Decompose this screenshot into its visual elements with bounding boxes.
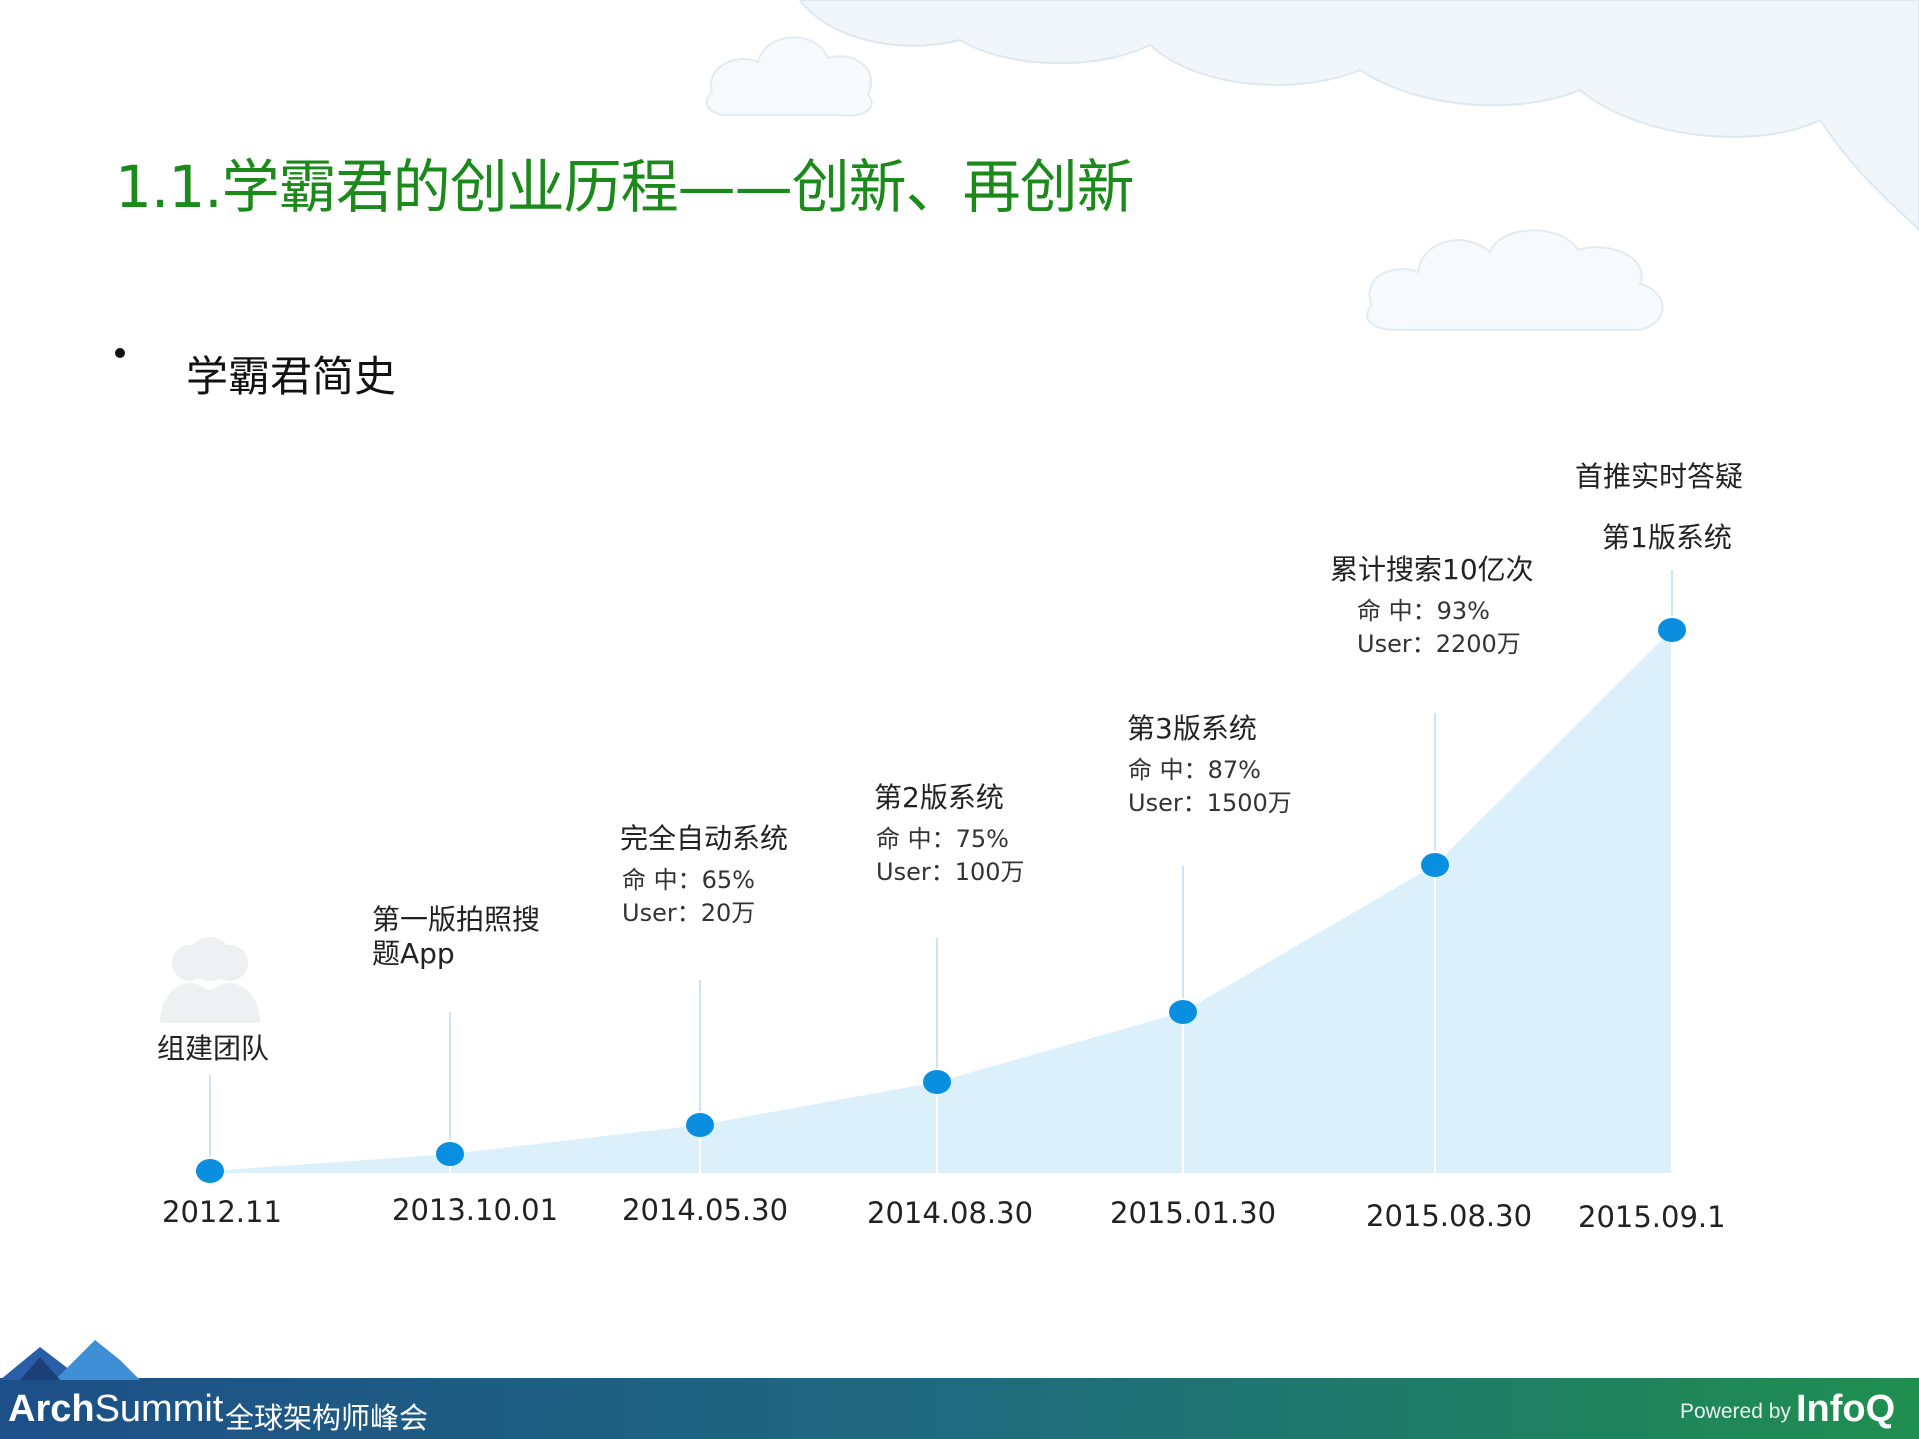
milestone-detail: User：100万 — [876, 858, 1025, 886]
timeline-dot — [923, 1070, 951, 1094]
milestone-label: 第一版拍照搜 — [372, 903, 541, 936]
bullet-text: 学霸君简史 — [186, 352, 397, 401]
timeline-dot — [436, 1142, 464, 1166]
milestone-label: 累计搜索10亿次 — [1330, 553, 1534, 586]
timeline-dot — [1169, 1000, 1197, 1024]
milestone-date: 2013.10.01 — [392, 1193, 559, 1227]
slide-title: 1.1.学霸君的创业历程——创新、再创新 — [115, 153, 1135, 221]
milestone-date: 2014.08.30 — [867, 1196, 1034, 1230]
powered-by-text: Powered by — [1680, 1400, 1791, 1423]
milestone-label-2: 第1版系统 — [1602, 521, 1732, 554]
milestone-label: 第2版系统 — [874, 781, 1004, 814]
milestone-label: 组建团队 — [157, 1032, 270, 1065]
milestone-date: 2015.09.1 — [1578, 1200, 1726, 1234]
milestone-label: 第3版系统 — [1127, 712, 1257, 745]
footer-bar — [0, 1378, 1919, 1439]
bullet-dot — [115, 348, 125, 358]
growth-area — [210, 630, 1672, 1173]
timeline-dot — [1421, 853, 1449, 877]
timeline-dot — [1658, 618, 1686, 642]
cloud-icon — [705, 36, 873, 117]
milestone-detail: 命 中：75% — [876, 825, 1009, 853]
team-icon — [160, 937, 260, 1023]
milestone-detail: User：2200万 — [1357, 630, 1521, 658]
cloud-icon — [1366, 229, 1664, 331]
brand-light: Summit — [94, 1388, 224, 1430]
archsummit-logo: ArchSummit — [8, 1388, 223, 1431]
timeline-dot — [686, 1113, 714, 1137]
milestone-date: 2015.01.30 — [1110, 1196, 1277, 1230]
milestone-label: 完全自动系统 — [620, 822, 789, 855]
milestone-date: 2012.11 — [162, 1195, 282, 1229]
infoq-logo: InfoQ — [1796, 1388, 1896, 1430]
mountain-logo-icon — [0, 1340, 140, 1380]
milestone-detail: 命 中：87% — [1128, 756, 1261, 784]
cloud-decoration — [705, 0, 1919, 331]
timeline-chart — [196, 570, 1686, 1183]
milestone-label: 首推实时答疑 — [1575, 460, 1744, 493]
milestone-detail: 命 中：65% — [622, 866, 755, 894]
milestone-detail: User：20万 — [622, 899, 756, 927]
brand-bold: Arch — [8, 1388, 95, 1430]
milestone-label-2: 题App — [372, 937, 455, 970]
timeline-dot — [196, 1159, 224, 1183]
milestone-detail: User：1500万 — [1128, 789, 1292, 817]
brand-subtitle: 全球架构师峰会 — [225, 1401, 429, 1435]
cloud-icon — [798, 0, 1919, 232]
milestone-date: 2015.08.30 — [1366, 1199, 1533, 1233]
milestone-detail: 命 中：93% — [1357, 597, 1490, 625]
milestone-date: 2014.05.30 — [622, 1193, 789, 1227]
